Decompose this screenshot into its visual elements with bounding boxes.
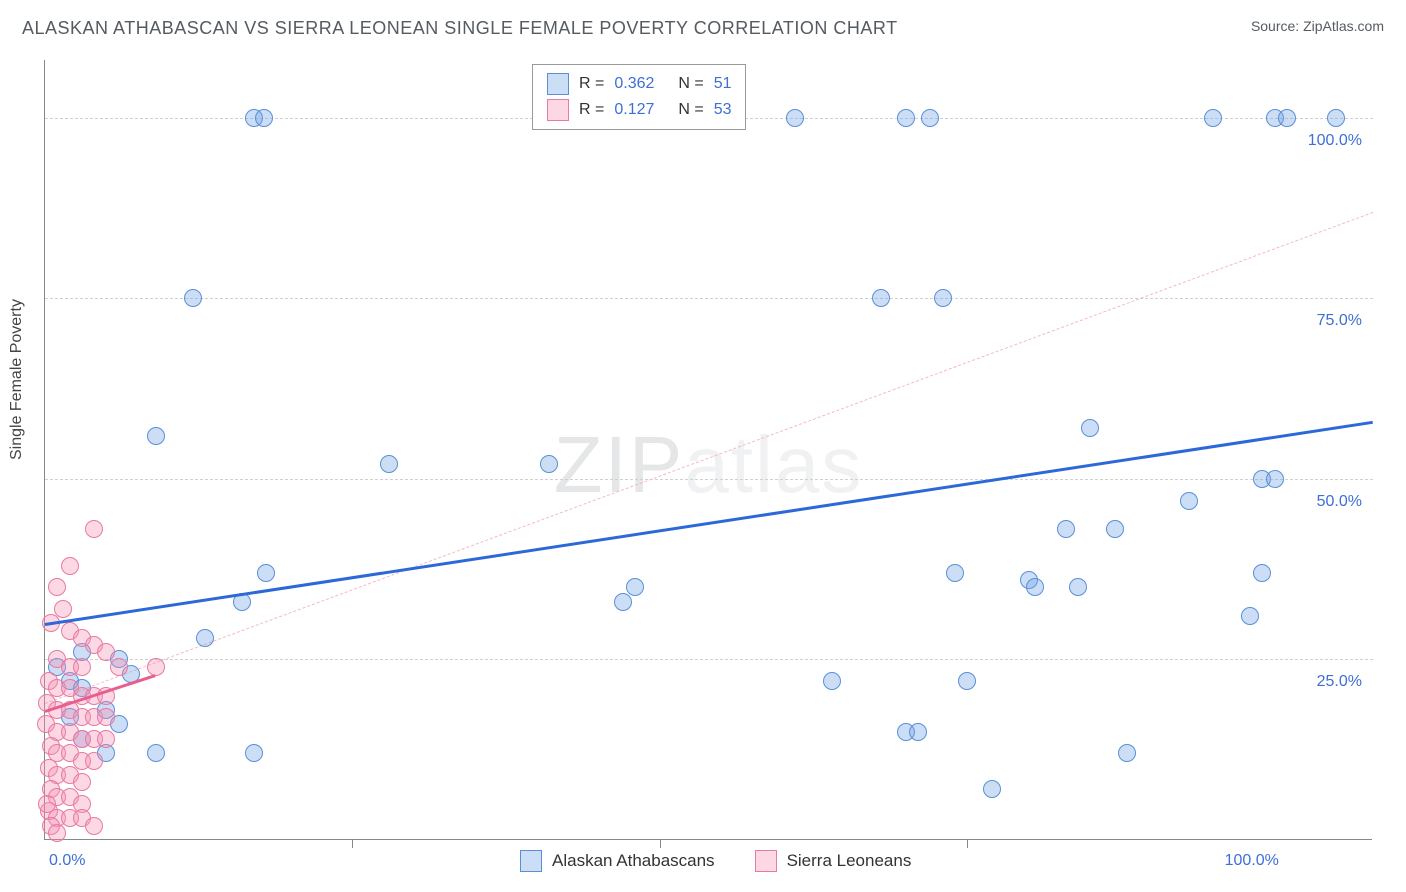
scatter-point [958,672,976,690]
watermark-zip: ZIP [554,420,684,509]
n-label: N = [678,101,703,119]
stats-legend: R = 0.362 N = 51 R = 0.127 N = 53 [532,64,746,130]
scatter-point [1266,470,1284,488]
scatter-point [1081,419,1099,437]
r-label: R = [579,75,604,93]
y-axis-title: Single Female Poverty [8,299,26,460]
x-tick-minor [352,840,353,848]
scatter-point [540,455,558,473]
scatter-point [85,520,103,538]
scatter-point [921,109,939,127]
scatter-point [626,578,644,596]
scatter-point [1180,492,1198,510]
x-tick-minor [967,840,968,848]
n-label: N = [678,75,703,93]
scatter-point [110,658,128,676]
legend-swatch [755,850,777,872]
scatter-point [1106,520,1124,538]
scatter-point [85,752,103,770]
y-tick-label: 50.0% [1317,493,1362,511]
scatter-point [73,658,91,676]
scatter-point [934,289,952,307]
series-legend: Alaskan Athabascans Sierra Leoneans [520,850,941,872]
stats-legend-row: R = 0.362 N = 51 [547,71,731,97]
regression-line [45,421,1373,626]
scatter-point [786,109,804,127]
r-label: R = [579,101,604,119]
scatter-point [1069,578,1087,596]
r-value: 0.362 [614,75,668,93]
r-value: 0.127 [614,101,668,119]
legend-swatch [547,99,569,121]
scatter-point [1204,109,1222,127]
chart-container: ALASKAN ATHABASCAN VS SIERRA LEONEAN SIN… [0,0,1406,892]
scatter-point [983,780,1001,798]
scatter-point [909,723,927,741]
scatter-point [245,744,263,762]
scatter-point [147,744,165,762]
scatter-point [48,578,66,596]
gridline-y [45,479,1373,480]
scatter-point [1118,744,1136,762]
scatter-point [1057,520,1075,538]
regression-line [45,212,1373,704]
scatter-point [614,593,632,611]
n-value: 51 [714,75,732,93]
scatter-point [255,109,273,127]
y-tick-label: 75.0% [1317,312,1362,330]
scatter-point [147,427,165,445]
legend-swatch [520,850,542,872]
gridline-y [45,298,1373,299]
legend-series-name: Sierra Leoneans [787,851,912,871]
x-tick-label: 0.0% [49,852,85,870]
source-attribution: Source: ZipAtlas.com [1251,18,1384,34]
scatter-point [380,455,398,473]
source-prefix: Source: [1251,18,1303,34]
legend-series-name: Alaskan Athabascans [552,851,715,871]
scatter-point [73,773,91,791]
scatter-point [257,564,275,582]
scatter-point [184,289,202,307]
scatter-point [1241,607,1259,625]
plot-area: ZIPatlas 25.0%50.0%75.0%100.0%0.0%100.0%… [44,60,1372,840]
legend-swatch [547,73,569,95]
stats-legend-row: R = 0.127 N = 53 [547,97,731,123]
scatter-point [946,564,964,582]
scatter-point [97,730,115,748]
y-tick-label: 100.0% [1308,132,1362,150]
chart-title: ALASKAN ATHABASCAN VS SIERRA LEONEAN SIN… [22,18,898,39]
scatter-point [1327,109,1345,127]
n-value: 53 [714,101,732,119]
scatter-point [823,672,841,690]
scatter-point [147,658,165,676]
y-tick-label: 25.0% [1317,673,1362,691]
source-name: ZipAtlas.com [1303,18,1384,34]
scatter-point [61,557,79,575]
scatter-point [85,817,103,835]
scatter-point [97,708,115,726]
scatter-point [897,109,915,127]
x-tick-label: 100.0% [1225,852,1279,870]
scatter-point [1253,564,1271,582]
gridline-y [45,659,1373,660]
scatter-point [872,289,890,307]
scatter-point [38,795,56,813]
scatter-point [54,600,72,618]
scatter-point [48,824,66,842]
scatter-point [1278,109,1296,127]
scatter-point [196,629,214,647]
scatter-point [1026,578,1044,596]
x-tick-minor [660,840,661,848]
